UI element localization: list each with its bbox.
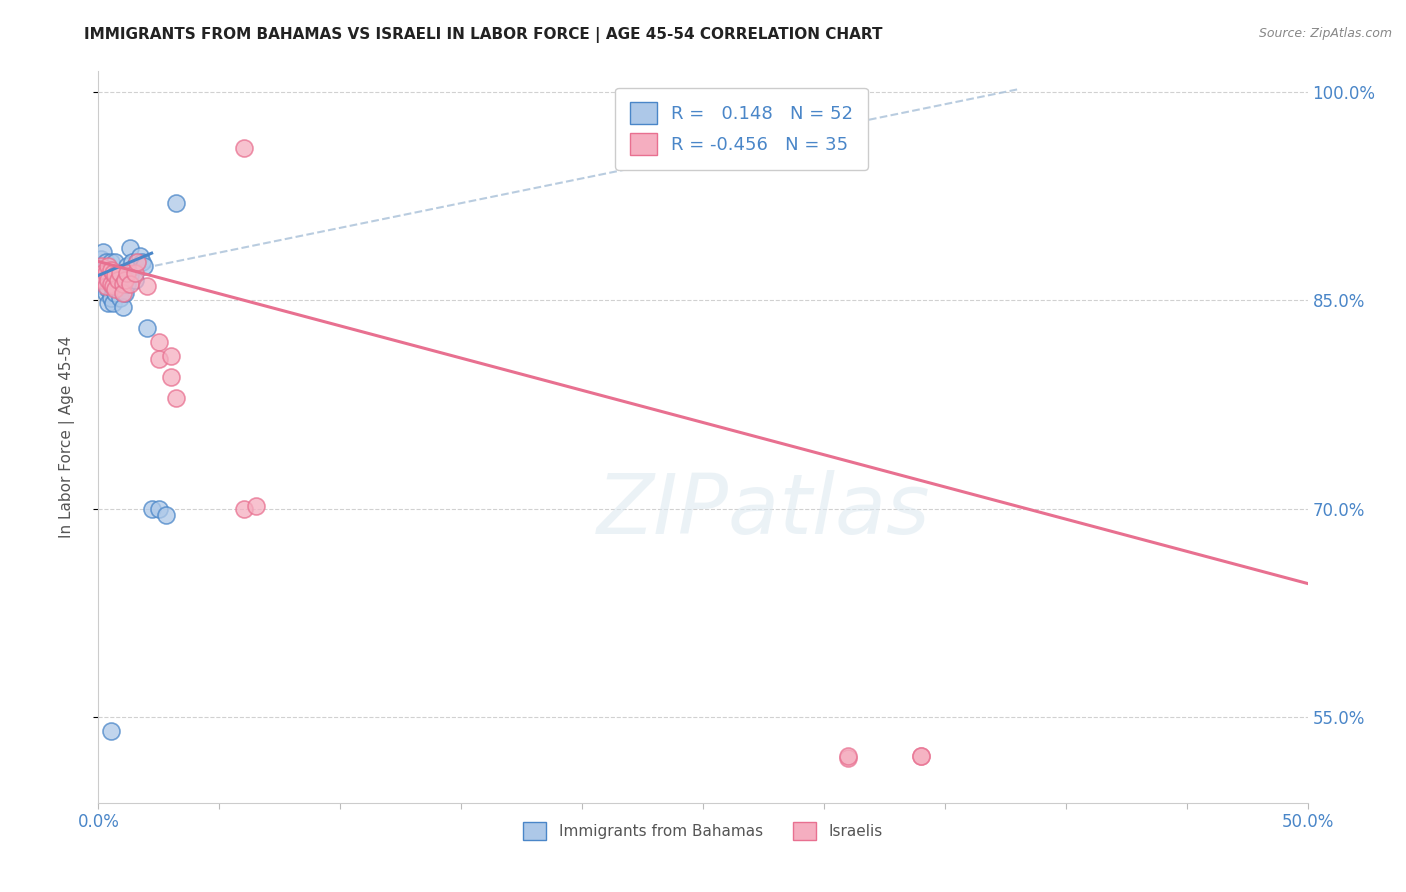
Point <box>100 291 122 305</box>
Point <box>97 282 120 296</box>
Point <box>90 266 112 280</box>
Point <box>90 252 112 266</box>
Point <box>97 259 120 273</box>
Point <box>131 254 153 268</box>
Point <box>114 286 136 301</box>
Point <box>107 272 129 286</box>
Point <box>135 279 157 293</box>
Point <box>111 821 134 835</box>
Point <box>117 277 139 291</box>
Point <box>104 254 127 268</box>
Point <box>128 249 150 263</box>
Point <box>108 291 131 305</box>
Point <box>94 259 117 273</box>
Point <box>837 748 859 763</box>
Point <box>91 272 114 286</box>
Point <box>94 286 117 301</box>
Point <box>114 272 136 286</box>
Point <box>135 321 157 335</box>
Point <box>91 259 114 273</box>
Point <box>101 282 124 296</box>
Point <box>165 196 187 211</box>
Point <box>837 751 859 765</box>
Point <box>148 351 170 366</box>
Text: ZIPatlas: ZIPatlas <box>596 470 931 550</box>
Point <box>101 268 124 283</box>
Point <box>91 266 114 280</box>
Point <box>148 501 170 516</box>
Point <box>124 259 146 273</box>
Point <box>232 141 254 155</box>
Point <box>101 279 124 293</box>
Point <box>118 241 141 255</box>
Point <box>111 266 134 280</box>
Point <box>121 254 143 268</box>
Point <box>245 499 267 513</box>
Point <box>141 501 163 516</box>
Point <box>107 269 129 284</box>
Point <box>127 254 149 268</box>
Point <box>118 277 141 291</box>
Point <box>134 259 156 273</box>
Point <box>114 272 136 286</box>
Point <box>111 277 134 291</box>
Point <box>160 349 183 363</box>
Y-axis label: In Labor Force | Age 45-54: In Labor Force | Age 45-54 <box>59 336 75 538</box>
Point <box>104 279 127 293</box>
Point <box>94 279 117 293</box>
Point <box>111 286 134 301</box>
Point <box>94 254 117 268</box>
Point <box>107 282 129 296</box>
Point <box>155 508 177 523</box>
Point <box>148 334 170 349</box>
Point <box>100 723 122 738</box>
Point <box>111 301 134 315</box>
Point <box>91 279 114 293</box>
Point <box>124 272 146 286</box>
Point <box>127 254 149 268</box>
Point <box>101 266 124 280</box>
Text: IMMIGRANTS FROM BAHAMAS VS ISRAELI IN LABOR FORCE | AGE 45-54 CORRELATION CHART: IMMIGRANTS FROM BAHAMAS VS ISRAELI IN LA… <box>84 27 883 43</box>
Point <box>100 263 122 277</box>
Point <box>97 296 120 310</box>
Point <box>97 272 120 286</box>
Point <box>100 254 122 268</box>
Point <box>104 282 127 296</box>
Point <box>108 277 131 291</box>
Point <box>117 266 139 280</box>
Legend: Immigrants from Bahamas, Israelis: Immigrants from Bahamas, Israelis <box>517 815 889 847</box>
Point <box>91 272 114 286</box>
Point <box>117 259 139 273</box>
Point <box>100 263 122 277</box>
Point <box>910 748 932 763</box>
Point <box>910 748 932 763</box>
Point <box>94 279 117 293</box>
Point <box>124 266 146 280</box>
Point <box>97 268 120 283</box>
Point <box>108 266 131 280</box>
Point <box>232 501 254 516</box>
Text: Source: ZipAtlas.com: Source: ZipAtlas.com <box>1258 27 1392 40</box>
Point <box>165 391 187 405</box>
Point <box>94 266 117 280</box>
Point <box>101 296 124 310</box>
Point <box>91 244 114 259</box>
Point <box>104 268 127 283</box>
Point <box>90 259 112 273</box>
Point <box>160 369 183 384</box>
Point <box>100 277 122 291</box>
Point <box>111 277 134 291</box>
Point <box>118 268 141 283</box>
Point <box>100 277 122 291</box>
Point <box>104 286 127 301</box>
Point <box>94 266 117 280</box>
Point <box>111 286 134 301</box>
